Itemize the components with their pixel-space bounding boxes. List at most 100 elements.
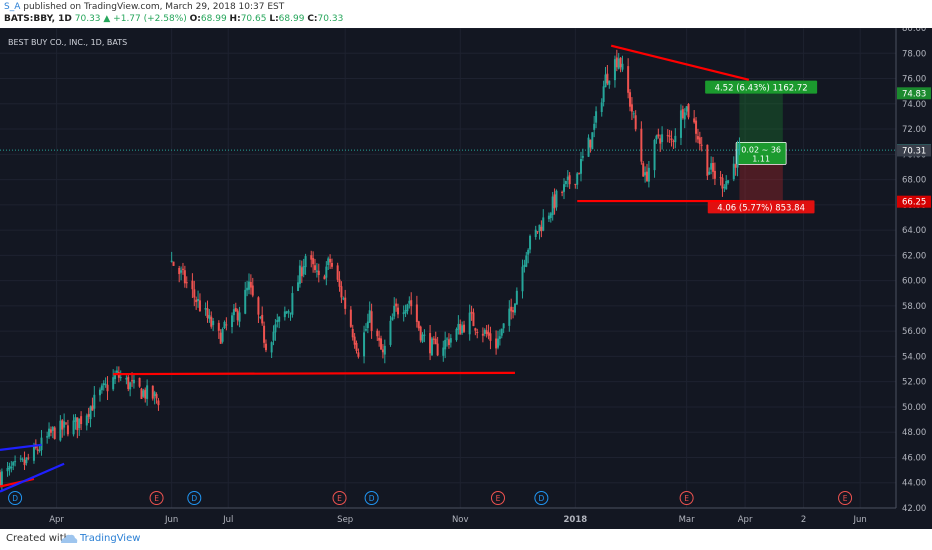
candle — [666, 135, 669, 137]
candle — [474, 328, 477, 331]
candle — [719, 177, 722, 179]
candle — [0, 471, 3, 486]
candle — [8, 465, 11, 470]
candle — [449, 338, 452, 343]
candle — [146, 385, 149, 399]
candle — [285, 311, 288, 314]
candle — [395, 303, 398, 307]
position-stop-label-box — [707, 200, 815, 214]
candle — [444, 339, 447, 350]
candle — [170, 260, 173, 262]
footer: Created with TradingView — [0, 529, 932, 550]
price-change: 70.33 ▲ +1.77 (+2.58%) — [74, 14, 187, 24]
candles — [0, 49, 741, 492]
candle — [468, 312, 471, 335]
candle — [402, 312, 405, 315]
y-tick-label: 78.00 — [902, 49, 926, 59]
candle — [646, 171, 649, 181]
candle — [93, 394, 96, 409]
candle — [204, 308, 207, 310]
y-tick-label: 60.00 — [902, 277, 926, 287]
candle — [357, 352, 360, 357]
candle — [72, 420, 75, 435]
candle — [410, 300, 413, 307]
candle — [383, 345, 386, 355]
candle — [581, 156, 584, 158]
candle — [540, 226, 543, 232]
candle — [721, 177, 724, 189]
candle — [234, 308, 237, 312]
candle — [627, 66, 630, 93]
event-earnings-label: E — [843, 494, 848, 503]
candle — [549, 213, 552, 219]
candle — [700, 144, 703, 146]
candle — [312, 258, 315, 265]
candle — [298, 265, 301, 284]
candle — [221, 329, 224, 342]
candle — [172, 261, 175, 266]
candle — [679, 110, 682, 138]
candle — [323, 276, 326, 280]
candle — [553, 194, 556, 209]
candle — [695, 120, 698, 134]
candle — [617, 58, 620, 69]
candle — [178, 267, 181, 275]
y-tick-label: 56.00 — [902, 327, 926, 337]
x-tick-label: Jun — [164, 515, 178, 525]
candle — [249, 281, 252, 288]
tradingview-brand[interactable]: TradingView — [80, 533, 141, 544]
candle — [391, 317, 394, 321]
position-ratio-text: 1.11 — [752, 154, 770, 163]
candle — [725, 180, 728, 190]
candle — [289, 312, 292, 314]
candle — [206, 308, 209, 318]
candle — [393, 305, 396, 317]
candle — [112, 377, 115, 390]
candle — [21, 458, 24, 460]
publish-info: S_A published on TradingView.com, March … — [4, 2, 284, 12]
trendline-resistance-2018 — [610, 44, 750, 81]
candle — [593, 123, 596, 130]
candle — [351, 329, 354, 338]
candle — [129, 382, 132, 390]
candle — [336, 265, 339, 280]
author-link[interactable]: S_A — [4, 2, 21, 12]
event-dividend-icon — [364, 491, 379, 505]
candle — [630, 104, 633, 112]
candle — [632, 113, 635, 115]
candle — [340, 286, 343, 298]
created-with-text: Created with — [6, 533, 70, 544]
candle — [432, 338, 435, 340]
trendlines[interactable] — [0, 44, 757, 493]
y-tick-label: 76.00 — [902, 75, 926, 85]
candle — [659, 138, 662, 144]
event-dividend-label: D — [12, 494, 18, 503]
y-tick-label: 48.00 — [902, 428, 926, 438]
long-position-tool[interactable]: 4.52 (6.43%) 1162.72 4.06 (5.77%) 853.84 0… — [705, 80, 818, 214]
candle — [287, 311, 290, 313]
candle — [36, 449, 39, 451]
candle — [629, 92, 632, 107]
candle — [342, 298, 345, 300]
candle — [144, 389, 147, 399]
price-chart[interactable]: BEST BUY CO., INC., 1D, BATS 4.52 (6.43%… — [0, 28, 932, 529]
event-earnings-label: E — [496, 494, 501, 503]
candle — [634, 115, 637, 130]
candle — [376, 330, 379, 337]
position-target-label: 4.52 (6.43%) 1162.72 — [705, 80, 818, 94]
candle — [446, 338, 449, 340]
candle — [706, 144, 709, 176]
candle — [349, 309, 352, 327]
candle — [114, 374, 117, 380]
candle — [576, 173, 579, 185]
candle — [283, 311, 286, 318]
candle — [419, 326, 422, 341]
candle — [578, 173, 581, 175]
candle — [157, 400, 160, 406]
candle — [644, 172, 647, 176]
candle — [496, 338, 499, 348]
candle — [276, 320, 279, 323]
candle — [397, 307, 400, 315]
candle — [193, 289, 196, 298]
